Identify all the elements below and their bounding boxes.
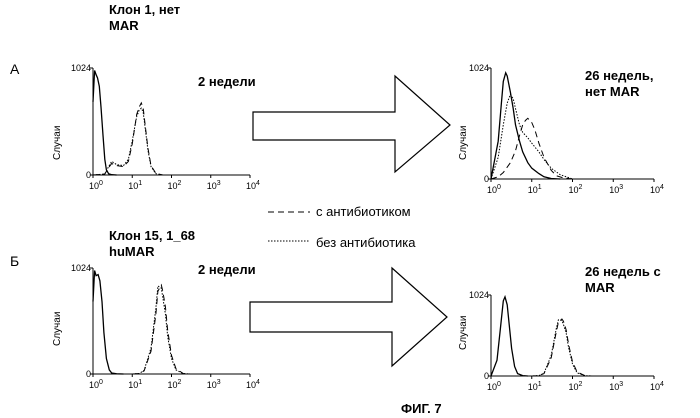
series-solid <box>491 73 560 179</box>
series-solid <box>93 71 117 176</box>
x-tick-label: 101 <box>128 379 142 390</box>
x-tick-label: 101 <box>128 180 142 191</box>
y-tick-label: 1024 <box>71 63 91 73</box>
axes <box>93 268 250 374</box>
chart-panel-a-2-weeks: 1024 0100 101 102 103 104 <box>71 63 260 191</box>
x-tick-label: 102 <box>168 180 182 191</box>
x-tick-label: 103 <box>207 379 221 390</box>
chart-panel-b-26-weeks: 1024 0100 101 102 103 104 <box>469 290 664 392</box>
y-tick-label: 0 <box>484 371 489 381</box>
x-tick-label: 104 <box>650 184 664 195</box>
x-tick-label: 102 <box>569 184 583 195</box>
x-tick-label: 100 <box>89 180 103 191</box>
x-tick-label: 100 <box>89 379 103 390</box>
series-dotted <box>491 94 573 179</box>
y-tick-label: 0 <box>86 369 91 379</box>
arrow-icon-bottom <box>250 268 447 366</box>
y-tick-label: 0 <box>86 170 91 180</box>
series-dashed <box>491 319 592 376</box>
series-dashed <box>491 118 573 179</box>
x-tick-label: 104 <box>246 180 260 191</box>
series-solid <box>93 271 124 375</box>
x-tick-label: 102 <box>569 381 583 392</box>
arrow-icon-top <box>253 76 450 172</box>
x-tick-label: 100 <box>487 184 501 195</box>
x-tick-label: 104 <box>246 379 260 390</box>
x-tick-label: 103 <box>609 381 623 392</box>
series-solid <box>491 297 528 376</box>
axes <box>93 68 250 175</box>
x-tick-label: 101 <box>528 381 542 392</box>
x-tick-label: 102 <box>168 379 182 390</box>
chart-panel-a-26-weeks: 1024 0100 101 102 103 104 <box>469 63 664 195</box>
x-tick-label: 103 <box>609 184 623 195</box>
y-tick-label: 1024 <box>469 63 489 73</box>
y-tick-label: 1024 <box>71 263 91 273</box>
y-tick-label: 0 <box>484 174 489 184</box>
x-tick-label: 103 <box>207 180 221 191</box>
y-tick-label: 1024 <box>469 290 489 300</box>
x-tick-label: 101 <box>528 184 542 195</box>
series-dotted <box>491 320 592 376</box>
chart-panel-b-2-weeks: 1024 0100 101 102 103 104 <box>71 263 260 390</box>
x-tick-label: 100 <box>487 381 501 392</box>
x-tick-label: 104 <box>650 381 664 392</box>
